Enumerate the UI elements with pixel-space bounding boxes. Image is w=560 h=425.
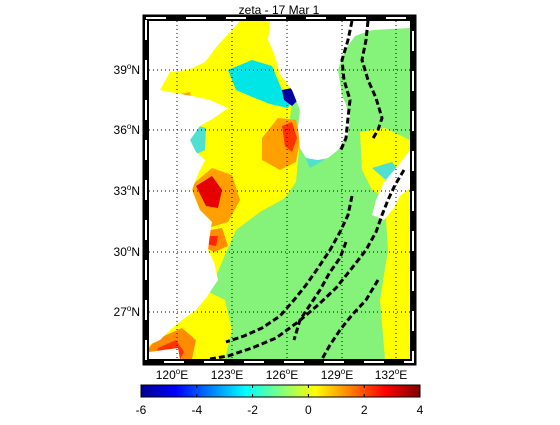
lat-label-39: 39oN	[114, 62, 140, 77]
lon-label-120: 120oE	[156, 367, 189, 382]
lat-label-30: 30oN	[114, 244, 140, 259]
map-frame	[142, 14, 417, 366]
colorbar: -6 -4 -2 0 2 4	[136, 384, 424, 417]
colorbar-tick-label: -4	[191, 403, 202, 417]
land-japan	[372, 150, 410, 220]
land-taiwan	[149, 348, 180, 359]
lon-label-123: 123oE	[211, 367, 244, 382]
lon-label-129: 129oE	[321, 367, 354, 382]
lat-label-27: 27oN	[114, 304, 140, 319]
land-china	[149, 21, 240, 345]
map-title: zeta - 17 Mar 1	[239, 3, 320, 17]
coastline-dashes	[209, 21, 406, 359]
colorbar-border	[140, 384, 421, 398]
colorbar-tick-label: 2	[361, 403, 368, 417]
map-grid	[149, 21, 410, 359]
land-korea	[268, 21, 410, 160]
colorbar-gradient	[141, 385, 420, 397]
lon-label-126: 126oE	[266, 367, 299, 382]
lat-label-33: 33oN	[114, 183, 140, 198]
lon-label-132: 132oE	[375, 367, 408, 382]
colorbar-tick-label: -2	[247, 403, 258, 417]
map-field	[149, 21, 410, 359]
colorbar-ticks: -6 -4 -2 0 2 4	[136, 385, 424, 417]
lat-label-36: 36oN	[114, 122, 140, 137]
colorbar-tick-label: 4	[417, 403, 424, 417]
field-red-west	[196, 176, 222, 208]
field-yellow-south-east	[380, 195, 410, 359]
colorbar-tick-label: -6	[136, 403, 147, 417]
colorbar-tick-label: 0	[305, 403, 312, 417]
latitude-labels: 39oN 36oN 33oN 30oN 27oN	[114, 62, 140, 319]
longitude-labels: 120oE 123oE 126oE 129oE 132oE	[156, 367, 408, 382]
field-cyan-bohai	[228, 60, 292, 108]
